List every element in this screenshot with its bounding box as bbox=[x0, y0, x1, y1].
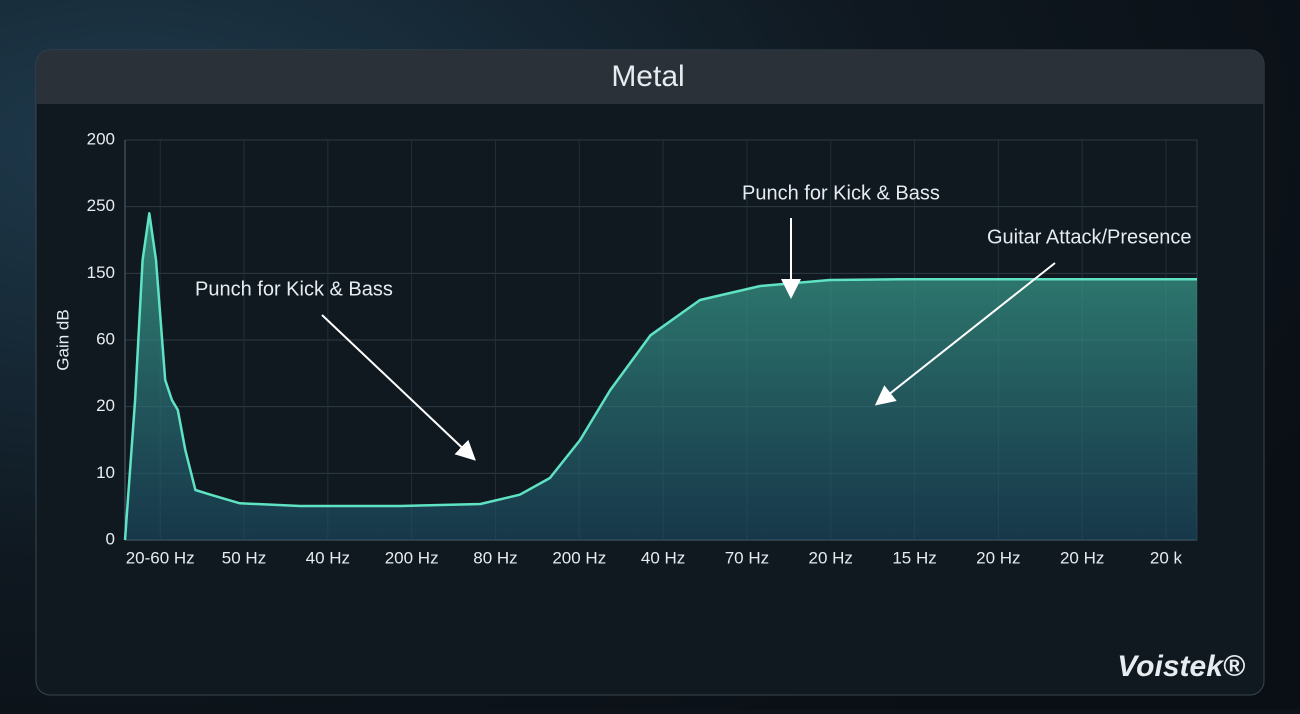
arrow bbox=[321, 314, 476, 461]
x-tick-label: 70 Hz bbox=[725, 548, 769, 567]
x-tick-label: 20-60 Hz bbox=[126, 548, 195, 567]
y-tick-label: 200 bbox=[87, 129, 115, 148]
line bbox=[123, 212, 1197, 541]
annotation: Punch for Kick & Bass bbox=[742, 182, 940, 204]
plot: 0 10 20 60 150 250 200 20-60 Hz 50 Hz 40 Hz 200 Hz… bbox=[87, 129, 1198, 567]
x-tick-label: 50 Hz bbox=[222, 548, 266, 567]
x-tick-label: 20 Hz bbox=[976, 548, 1020, 567]
arrow bbox=[874, 262, 1056, 406]
x-tick-label: 15 Hz bbox=[892, 548, 936, 567]
annotation: Punch for Kick & Bass bbox=[195, 278, 393, 300]
y-tick-label: 0 bbox=[106, 529, 115, 548]
y-tick-label: 10 bbox=[96, 463, 115, 482]
x-tick-label: 40 Hz bbox=[306, 548, 350, 567]
y-tick-label: 150 bbox=[87, 263, 115, 282]
x-tick-label: 80 Hz bbox=[473, 548, 517, 567]
annotation: Guitar Attack/Presence bbox=[987, 226, 1192, 248]
y-tick-label: 60 bbox=[96, 329, 115, 348]
x-tick-label: 20 Hz bbox=[1060, 548, 1104, 567]
brand-logo: Voistek® bbox=[1117, 650, 1246, 683]
x-tick-label: 40 Hz bbox=[641, 548, 685, 567]
header bbox=[36, 50, 1264, 104]
x-tick-label: 200 Hz bbox=[385, 548, 439, 567]
x-tick-label: 20 Hz bbox=[809, 548, 853, 567]
y-tick-label: 20 bbox=[96, 396, 115, 415]
x-tick-label: 200 Hz bbox=[552, 548, 606, 567]
y-axis-label: Gain dB bbox=[53, 309, 72, 370]
x-tick-label: 20 k bbox=[1150, 548, 1183, 567]
chart-title: Metal bbox=[611, 60, 684, 93]
area bbox=[125, 213, 1197, 541]
y-tick-label: 250 bbox=[87, 196, 115, 215]
